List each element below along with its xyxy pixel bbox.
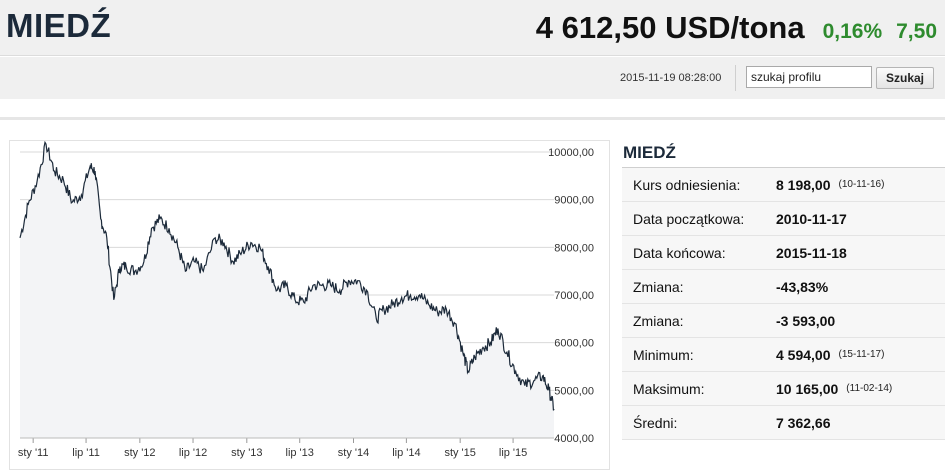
x-tick-label: sty '12 xyxy=(124,447,155,459)
stats-row-label: Zmiana: xyxy=(633,312,684,329)
price-line xyxy=(19,141,555,411)
y-tick-label: 4000,00 xyxy=(554,433,594,445)
price-chart[interactable]: 10000,00 9000,00 8000,00 7000,00 6000,00 5000… xyxy=(9,140,610,470)
price-change-absolute: 7,50 xyxy=(896,20,937,43)
stats-row-label: Data końcowa: xyxy=(633,244,726,261)
stats-row: Data początkowa: 2010-11-17 xyxy=(622,202,945,236)
stats-row: Maksimum: 10 165,00 (11-02-14) xyxy=(622,372,945,406)
price-summary: 4 612,50 USD/tona 0,16% 7,50 xyxy=(536,10,937,46)
page-header: MIEDŹ 4 612,50 USD/tona 0,16% 7,50 xyxy=(0,0,945,56)
x-tick-label: lip '14 xyxy=(392,447,420,459)
stats-row-value: 2015-11-18 xyxy=(776,244,847,261)
stats-row-value: 4 594,00 xyxy=(776,346,831,363)
stats-row: Zmiana: -3 593,00 xyxy=(622,304,945,338)
x-tick-label: sty '14 xyxy=(338,447,369,459)
stats-row: Kurs odniesienia: 8 198,00 (10-11-16) xyxy=(622,168,945,202)
y-tick-label: 8000,00 xyxy=(554,242,594,254)
y-tick-label: 6000,00 xyxy=(554,338,594,350)
stats-row-value: 10 165,00 xyxy=(776,380,839,397)
content-divider xyxy=(0,117,945,120)
search-button[interactable]: Szukaj xyxy=(876,67,934,89)
stats-row-date: (15-11-17) xyxy=(838,349,885,360)
stats-row-date: (10-11-16) xyxy=(838,179,885,190)
price-chart-svg[interactable]: 10000,00 9000,00 8000,00 7000,00 6000,00 5000… xyxy=(10,141,611,471)
x-tick-label: lip '13 xyxy=(286,447,314,459)
price-change-percent: 0,16% xyxy=(822,20,883,43)
stats-row-label: Minimum: xyxy=(633,346,694,363)
x-tick-label: lip '12 xyxy=(179,447,207,459)
stats-row-label: Maksimum: xyxy=(633,380,705,397)
stats-rows: Kurs odniesienia: 8 198,00 (10-11-16) Data … xyxy=(622,168,945,440)
stats-row-date: (11-02-14) xyxy=(846,383,893,394)
stats-row-value: -43,83% xyxy=(776,278,829,295)
x-tick-label: lip '11 xyxy=(72,447,100,459)
price-area xyxy=(20,142,554,438)
asset-title: MIEDŹ xyxy=(6,7,112,44)
y-tick-label: 9000,00 xyxy=(554,195,594,207)
stats-row-value: 2010-11-17 xyxy=(776,210,847,227)
stats-row: Data końcowa: 2015-11-18 xyxy=(622,236,945,270)
profile-search-input[interactable] xyxy=(746,66,872,88)
current-price: 4 612,50 USD/tona xyxy=(535,10,805,45)
stats-row-value: 8 198,00 xyxy=(776,176,831,193)
stats-row-label: Kurs odniesienia: xyxy=(633,176,741,193)
y-tick-label: 7000,00 xyxy=(554,290,594,302)
x-tick-label: sty '11 xyxy=(18,447,49,459)
x-tick-label: sty '15 xyxy=(444,447,475,459)
stats-row-label: Data początkowa: xyxy=(633,210,745,227)
stats-row-value: 7 362,66 xyxy=(776,414,831,431)
x-tick-label: lip '15 xyxy=(499,447,527,459)
stats-row: Minimum: 4 594,00 (15-11-17) xyxy=(622,338,945,372)
stats-row-value: -3 593,00 xyxy=(776,312,836,329)
stats-row-label: Średni: xyxy=(633,414,678,431)
stats-panel: MIEDŹ Kurs odniesienia: 8 198,00 (10-11-16… xyxy=(622,138,945,440)
stats-title: MIEDŹ xyxy=(622,138,945,168)
y-tick-label: 10000,00 xyxy=(548,147,594,159)
stats-row-label: Zmiana: xyxy=(633,278,684,295)
toolbar: 2015-11-19 08:28:00 Szukaj xyxy=(0,57,945,99)
x-tick-label: sty '13 xyxy=(231,447,262,459)
toolbar-divider xyxy=(735,65,736,91)
stats-row: Zmiana: -43,83% xyxy=(622,270,945,304)
y-tick-label: 5000,00 xyxy=(554,385,594,397)
stats-row: Średni: 7 362,66 xyxy=(622,406,945,440)
quote-timestamp: 2015-11-19 08:28:00 xyxy=(620,72,722,84)
